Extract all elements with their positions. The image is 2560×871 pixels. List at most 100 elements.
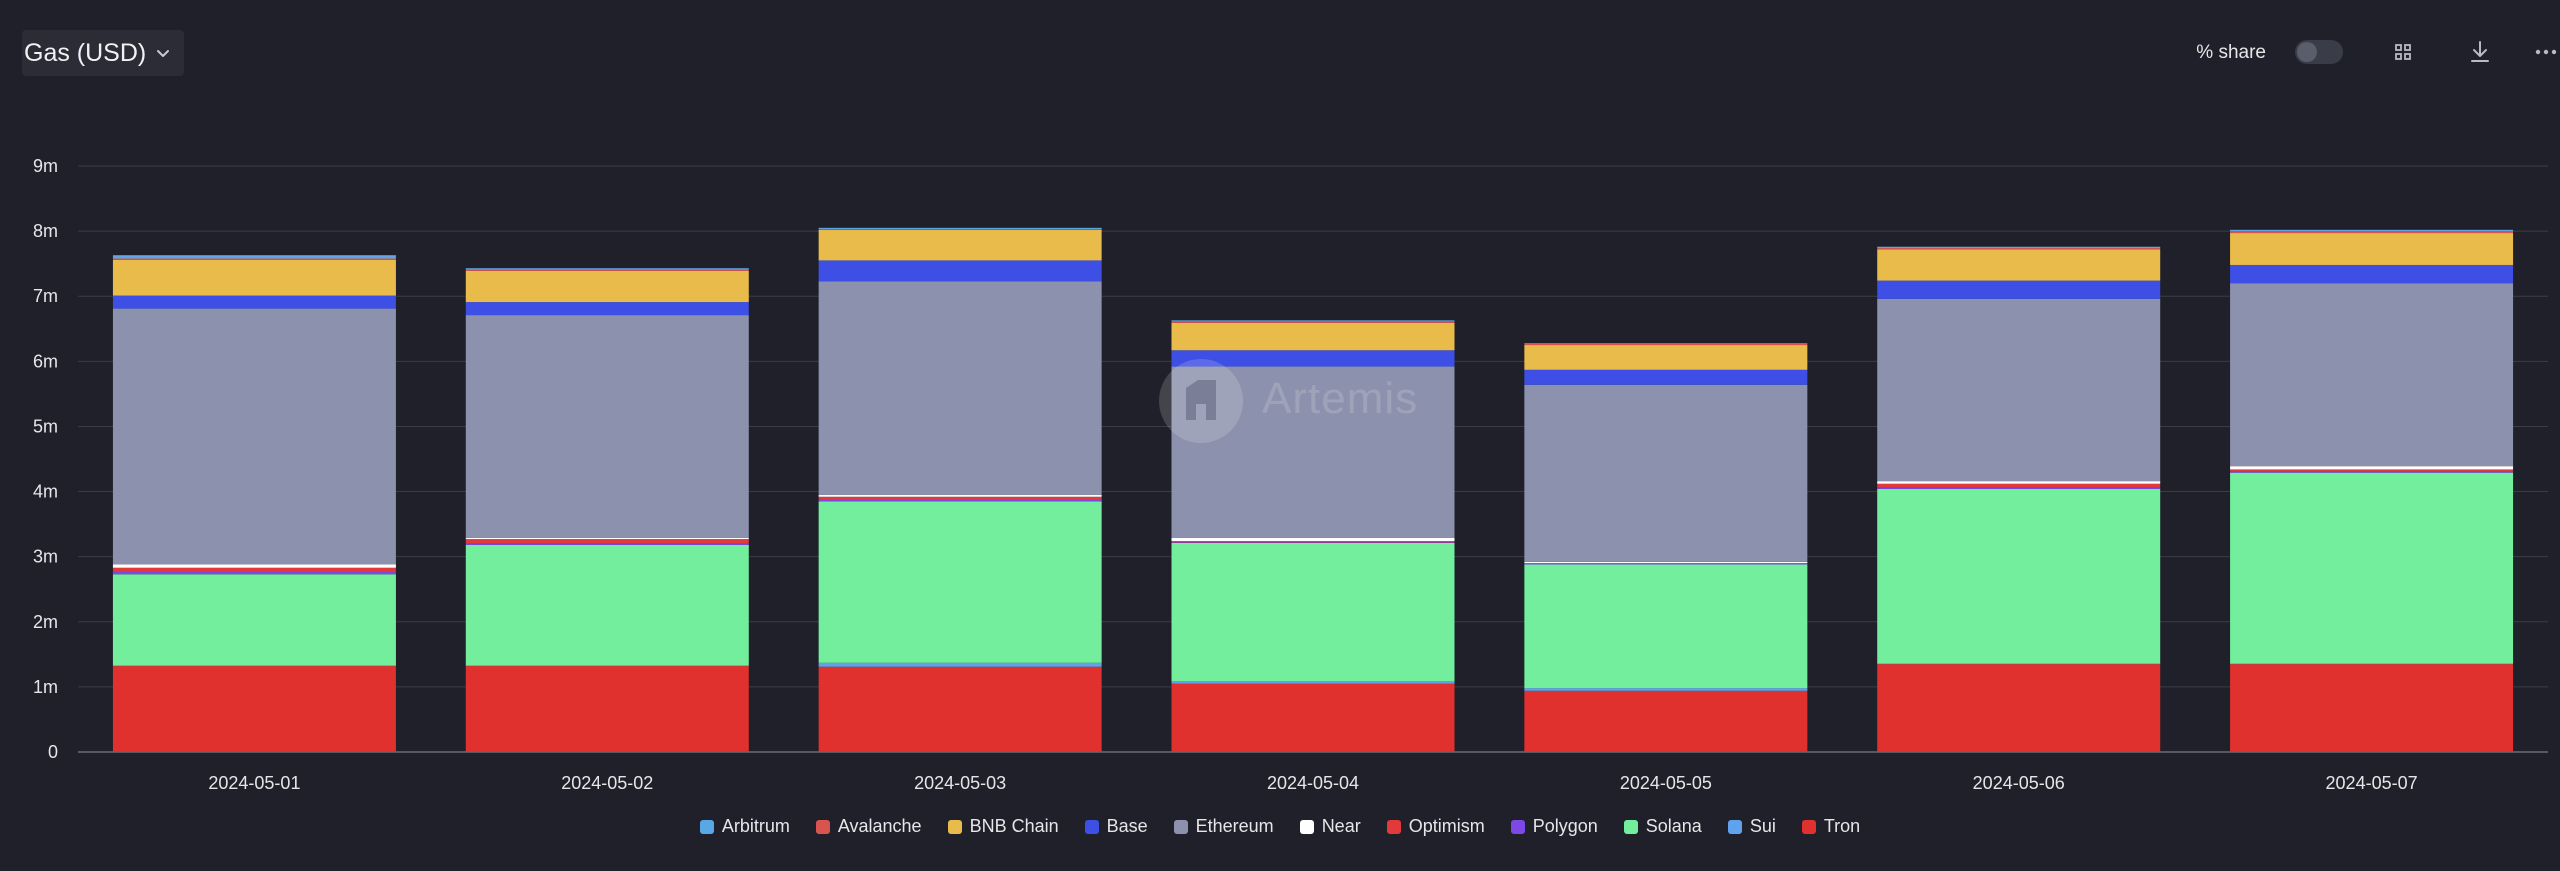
bar-segment-near xyxy=(465,537,749,540)
bar-segment-base xyxy=(1877,280,2161,299)
legend-item[interactable]: Polygon xyxy=(1510,816,1598,837)
chart-legend: Arbitrum Avalanche BNB Chain Base Ethereum Ne… xyxy=(0,816,2560,837)
legend-item[interactable]: Solana xyxy=(1623,816,1702,837)
bar-segment-sui xyxy=(465,665,749,667)
bar-segment-solana xyxy=(1171,542,1455,682)
x-tick-label: 2024-05-06 xyxy=(1973,773,2065,793)
legend-item[interactable]: Near xyxy=(1299,816,1361,837)
legend-item[interactable]: Optimism xyxy=(1386,816,1485,837)
bar-segment-arbitrum xyxy=(465,268,749,270)
bar-segment-tron xyxy=(2230,664,2514,752)
legend-swatch xyxy=(1510,819,1525,834)
bar-segment-base xyxy=(1524,369,1808,385)
bar-segment-avalanche xyxy=(1171,320,1455,323)
bar-segment-near xyxy=(2230,466,2514,470)
bar-segment-sui xyxy=(818,662,1102,667)
y-tick-label: 4m xyxy=(33,482,58,502)
legend-item[interactable]: Ethereum xyxy=(1173,816,1274,837)
bar-segment-base xyxy=(1171,350,1455,367)
bar-segment-optimism xyxy=(1171,541,1455,543)
bar-segment-solana xyxy=(818,501,1102,663)
bar-segment-sui xyxy=(1877,663,2161,665)
bar-segment-ethereum xyxy=(1877,298,2161,482)
bar-segment-bnb-chain xyxy=(465,270,749,303)
bar-segment-bnb-chain xyxy=(1171,322,1455,351)
bar-segment-sui xyxy=(1524,688,1808,691)
bar-segment-near xyxy=(112,564,396,568)
legend-swatch xyxy=(815,819,830,834)
legend-label: Sui xyxy=(1749,816,1776,836)
bar-segment-optimism xyxy=(1524,563,1808,564)
download-icon[interactable] xyxy=(2466,38,2494,66)
bar-segment-base xyxy=(112,295,396,309)
legend-item[interactable]: Sui xyxy=(1727,816,1776,837)
legend-label: BNB Chain xyxy=(969,816,1059,836)
bar-segment-ethereum xyxy=(112,308,396,565)
bar-segment-polygon xyxy=(112,570,396,575)
bar-segment-avalanche xyxy=(1877,248,2161,250)
bar-segment-solana xyxy=(1877,488,2161,664)
x-tick-label: 2024-05-04 xyxy=(1267,773,1359,793)
bar-segment-arbitrum xyxy=(818,227,1102,230)
bar-segment-tron xyxy=(1524,690,1808,752)
bar-segment-avalanche xyxy=(818,229,1102,230)
bar-segment-tron xyxy=(1171,683,1455,752)
bar-segment-polygon xyxy=(1171,542,1455,543)
bar-segment-sui xyxy=(112,665,396,667)
metric-dropdown-label: Gas (USD) xyxy=(24,38,147,67)
legend-swatch xyxy=(1801,819,1816,834)
artemis-logo xyxy=(1159,359,1243,443)
legend-label: Solana xyxy=(1645,816,1702,836)
legend-swatch xyxy=(1084,819,1099,834)
bar-segment-polygon xyxy=(818,500,1102,502)
bar-segment-tron xyxy=(112,666,396,752)
bar-segment-ethereum xyxy=(2230,283,2514,467)
bar-segment-solana xyxy=(112,574,396,666)
stacked-bar-chart: 0 1m 2m 3m 4m 5m 6m 7m 8m 9m 2024-05-01 2024-05-02 2… xyxy=(33,156,2548,793)
bar-segment-tron xyxy=(818,666,1102,752)
y-tick-label: 6m xyxy=(33,351,58,371)
grid-icon[interactable] xyxy=(2389,38,2417,66)
legend-swatch xyxy=(699,819,714,834)
bar-segment-base xyxy=(818,260,1102,282)
x-tick-label: 2024-05-03 xyxy=(914,773,1006,793)
bar-segment-ethereum xyxy=(1171,366,1455,538)
bar-segment-optimism xyxy=(1877,483,2161,488)
legend-label: Tron xyxy=(1823,816,1861,836)
x-tick-label: 2024-05-02 xyxy=(561,773,653,793)
bar-segment-tron xyxy=(465,666,749,752)
toggle-knob xyxy=(2297,42,2317,62)
legend-item[interactable]: Base xyxy=(1084,816,1148,837)
bar-segment-avalanche xyxy=(112,258,396,260)
y-tick-label: 5m xyxy=(33,416,58,436)
y-tick-label: 1m xyxy=(33,677,58,697)
more-icon[interactable] xyxy=(2532,38,2560,66)
bar-segment-sui xyxy=(1171,681,1455,684)
legend-item[interactable]: BNB Chain xyxy=(947,816,1059,837)
legend-swatch xyxy=(1623,819,1638,834)
bar-segment-tron xyxy=(1877,664,2161,752)
bar-segment-near xyxy=(818,494,1102,497)
legend-item[interactable]: Tron xyxy=(1801,816,1861,837)
bar-segment-polygon xyxy=(465,543,749,545)
metric-dropdown[interactable]: Gas (USD) xyxy=(22,30,185,76)
legend-swatch xyxy=(947,819,962,834)
bar-segment-near xyxy=(1877,481,2161,484)
bar-segment-arbitrum xyxy=(1877,246,2161,249)
watermark-text: Artemis xyxy=(1262,374,1419,423)
bar-segment-polygon xyxy=(1524,563,1808,565)
bar-segment-arbitrum xyxy=(112,255,396,259)
bar-segment-arbitrum xyxy=(1171,320,1455,321)
legend-label: Avalanche xyxy=(837,816,922,836)
legend-label: Ethereum xyxy=(1195,816,1274,836)
x-tick-label: 2024-05-05 xyxy=(1620,773,1712,793)
share-toggle[interactable] xyxy=(2295,40,2343,64)
x-tick-label: 2024-05-07 xyxy=(2326,773,2418,793)
legend-item[interactable]: Avalanche xyxy=(815,816,922,837)
legend-item[interactable]: Arbitrum xyxy=(699,816,790,837)
bar-segment-avalanche xyxy=(1524,343,1808,346)
bar-segment-arbitrum xyxy=(2230,229,2514,232)
bar-segment-avalanche xyxy=(2230,231,2514,234)
chevron-down-icon xyxy=(157,50,170,57)
bar-segment-arbitrum xyxy=(1524,343,1808,344)
